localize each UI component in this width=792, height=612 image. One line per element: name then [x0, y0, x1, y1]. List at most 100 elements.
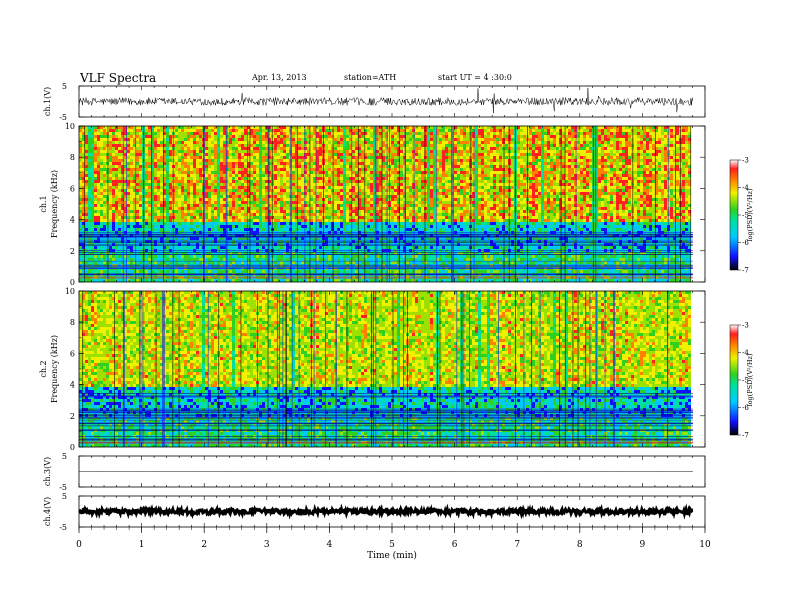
spectrogram-cell [295, 255, 298, 258]
spectrogram-cell [325, 258, 328, 261]
spectrogram-cell [151, 195, 154, 198]
spectrogram-cell [274, 150, 277, 153]
spectrogram-cell [337, 264, 340, 267]
spectrogram-cell [349, 240, 352, 243]
spectrogram-cell [223, 129, 226, 132]
spectrogram-cell [274, 126, 277, 129]
spectrogram-cell [235, 138, 238, 141]
spectrogram-cell [220, 195, 223, 198]
spectrogram-cell [250, 240, 253, 243]
spectrogram-cell [235, 168, 238, 171]
spectrogram-cell [274, 210, 277, 213]
spectrogram-cell [232, 147, 235, 150]
spectrogram-cell [169, 261, 172, 264]
spectrogram-cell [313, 234, 316, 237]
spectrogram-cell [232, 234, 235, 237]
spectrogram-cell [286, 135, 289, 138]
spectrogram-cell [184, 132, 187, 135]
spectrogram-cell [160, 129, 163, 132]
spectrogram-cell [265, 189, 268, 192]
spectrogram-cell [265, 201, 268, 204]
spectrogram-cell [163, 135, 166, 138]
spectrogram-cell [286, 237, 289, 240]
spectrogram-cell [199, 138, 202, 141]
spectrogram-cell [214, 168, 217, 171]
spectrogram-cell [337, 216, 340, 219]
spectrogram-cell [304, 132, 307, 135]
spectrogram-cell [121, 225, 124, 228]
spectrogram-cell [193, 201, 196, 204]
spectrogram-cell [283, 198, 286, 201]
spectrogram-cell [358, 201, 361, 204]
spectrogram-cell [82, 141, 85, 144]
spectrogram-cell [232, 183, 235, 186]
spectrogram-cell [151, 228, 154, 231]
spectrogram-cell [223, 255, 226, 258]
spectrogram-cell [205, 225, 208, 228]
spectrogram-cell [253, 129, 256, 132]
spectrogram-cell [94, 225, 97, 228]
spectrogram-cell [244, 177, 247, 180]
spectrogram-cell [160, 210, 163, 213]
spectrogram-cell [100, 216, 103, 219]
spectrogram-cell [238, 204, 241, 207]
spectrogram-cell [133, 144, 136, 147]
spectrogram-cell [328, 225, 331, 228]
spectrogram-cell [187, 255, 190, 258]
spectrogram-cell [259, 150, 262, 153]
spectrogram-cell [148, 210, 151, 213]
spectrogram-cell [268, 234, 271, 237]
spectrogram-cell [259, 138, 262, 141]
spectrogram-cell [112, 210, 115, 213]
spectrogram-cell [244, 159, 247, 162]
spectrogram-cell [127, 237, 130, 240]
spectrogram-cell [226, 144, 229, 147]
spectrogram-cell [238, 213, 241, 216]
spectrogram-cell [325, 153, 328, 156]
spectrogram-cell [298, 126, 301, 129]
spectrogram-cell [208, 186, 211, 189]
spectrogram-cell [196, 171, 199, 174]
spectrogram-cell [304, 201, 307, 204]
spectrogram-cell [133, 171, 136, 174]
spectrogram-cell [304, 213, 307, 216]
spectrogram-cell [313, 246, 316, 249]
spectrogram-cell [250, 195, 253, 198]
spectrogram-cell [337, 201, 340, 204]
spectrogram-cell [253, 234, 256, 237]
spectrogram-cell [175, 237, 178, 240]
spectrogram-cell [199, 219, 202, 222]
spectrogram-cell [136, 201, 139, 204]
spectrogram-cell [178, 225, 181, 228]
spectrogram-cell [166, 270, 169, 273]
spectrogram-cell [328, 204, 331, 207]
spectrogram-cell [160, 213, 163, 216]
spectrogram-cell [235, 201, 238, 204]
spectrogram-cell [286, 216, 289, 219]
spectrogram-cell [199, 252, 202, 255]
spectrogram-cell [175, 147, 178, 150]
spectrogram-cell [301, 201, 304, 204]
spectrogram-cell [319, 162, 322, 165]
spectrogram-cell [253, 159, 256, 162]
spectrogram-cell [181, 237, 184, 240]
spectrogram-cell [268, 210, 271, 213]
spectrogram-cell [346, 183, 349, 186]
spectrogram-cell [157, 180, 160, 183]
spectrogram-cell [328, 246, 331, 249]
spectrogram-cell [235, 132, 238, 135]
spectrogram-cell [280, 126, 283, 129]
spectrogram-cell [124, 207, 127, 210]
spectrogram-cell [133, 270, 136, 273]
spectrogram-cell [283, 213, 286, 216]
spectrogram-cell [358, 174, 361, 177]
spectrogram-cell [88, 192, 91, 195]
spectrogram-cell [109, 129, 112, 132]
spectrogram-cell [178, 156, 181, 159]
spectrogram-cell [151, 159, 154, 162]
spectrogram-cell [337, 150, 340, 153]
spectrogram-cell [325, 234, 328, 237]
spectrogram-cell [274, 147, 277, 150]
spectrogram-cell [301, 264, 304, 267]
spectrogram-cell [199, 234, 202, 237]
